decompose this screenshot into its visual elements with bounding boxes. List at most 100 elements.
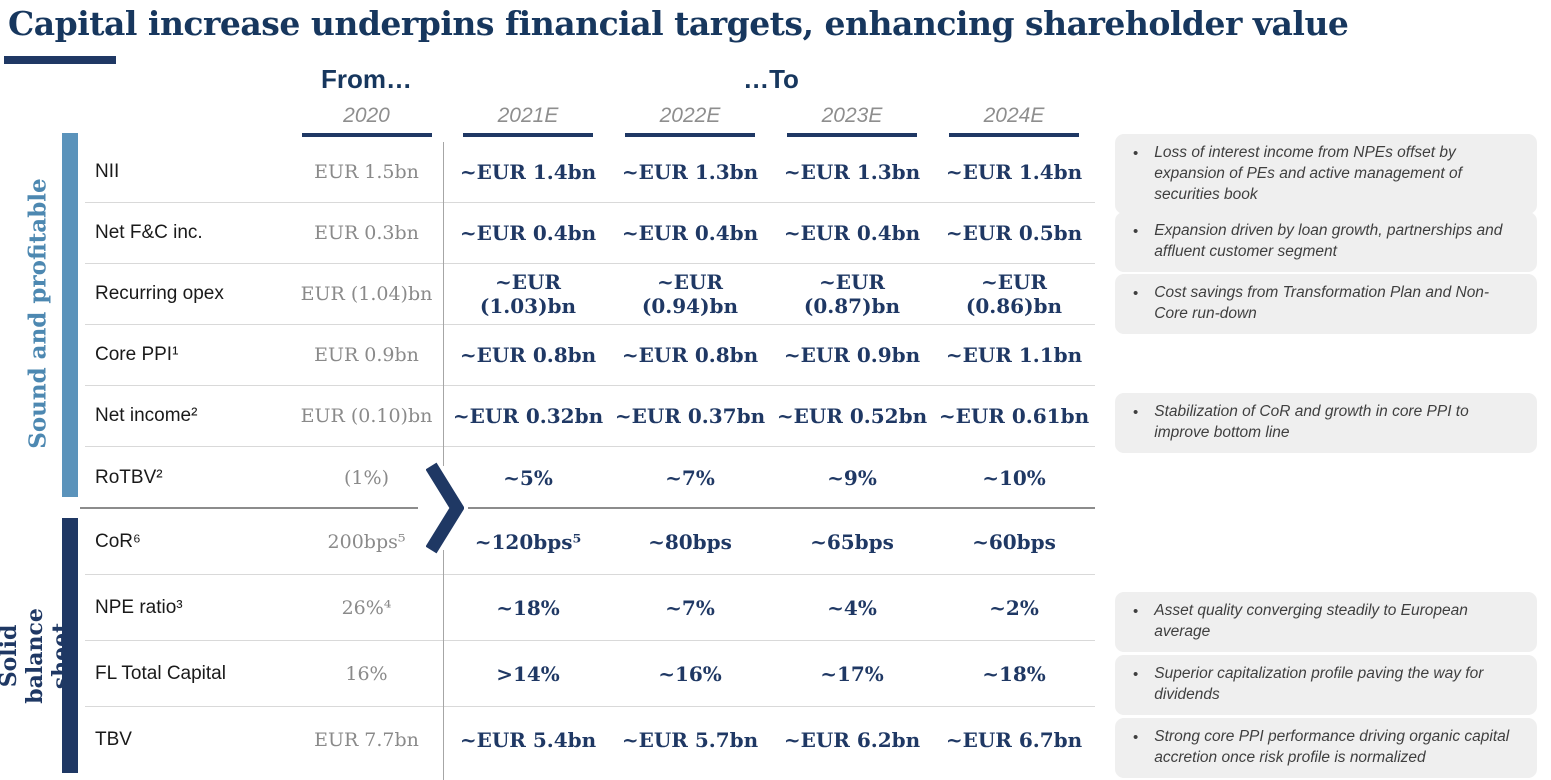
callout-box: • Strong core PPI performance driving org…	[1115, 718, 1537, 778]
callout-box: • Cost savings from Transformation Plan a…	[1115, 274, 1537, 334]
target-value: ~EUR 1.1bn	[945, 343, 1083, 367]
section-label-solid-balance: Solid balance sheet	[0, 608, 74, 704]
column-divider-line	[443, 550, 444, 780]
target-value: ~EUR 5.7bn	[621, 728, 759, 752]
target-value: ~2%	[989, 595, 1039, 620]
target-value: ~EUR 0.4bn	[621, 221, 759, 245]
to-column-group-label: …To	[743, 64, 799, 94]
from-value: EUR 0.9bn	[314, 344, 419, 366]
from-value: 16%	[345, 662, 388, 685]
target-value: ~EUR (0.94)bn	[641, 270, 739, 318]
target-value: ~EUR 6.2bn	[783, 728, 921, 752]
table-row: TBV EUR 7.7bn ~EUR 5.4bn ~EUR 5.7bn ~EUR 6.2…	[85, 707, 1095, 773]
row-label: TBV	[95, 729, 132, 750]
row-label: Net F&C inc.	[95, 222, 203, 243]
target-value: ~16%	[658, 661, 722, 686]
target-value: ~9%	[827, 465, 877, 490]
year-underline	[787, 133, 917, 137]
target-value: ~65bps	[810, 529, 894, 554]
target-value: ~7%	[665, 595, 715, 620]
target-value: ~18%	[496, 595, 560, 620]
page-title: Capital increase underpins financial tar…	[8, 4, 1349, 43]
from-value: 200bps⁵	[327, 530, 406, 553]
target-value: ~5%	[503, 465, 553, 490]
target-value: ~EUR 1.3bn	[621, 160, 759, 184]
from-value: EUR 0.3bn	[314, 222, 419, 244]
from-value: (1%)	[344, 466, 389, 489]
callout-text: Expansion driven by loan growth, partner…	[1154, 222, 1503, 260]
table-row: CoR⁶ 200bps⁵ ~120bps⁵ ~80bps ~65bps ~60bps	[85, 509, 1095, 575]
target-value: ~EUR 0.37bn	[614, 404, 766, 428]
table-row: Recurring opex EUR (1.04)bn ~EUR (1.03)bn ~…	[85, 264, 1095, 325]
from-value: EUR (0.10)bn	[300, 405, 433, 427]
row-label: NPE ratio³	[95, 596, 183, 618]
target-value: ~EUR (0.86)bn	[965, 270, 1063, 318]
year-underline	[463, 133, 593, 137]
metrics-table: NII EUR 1.5bn ~EUR 1.4bn ~EUR 1.3bn ~EUR 1.3…	[85, 142, 1095, 773]
target-value: ~EUR (0.87)bn	[803, 270, 901, 318]
target-value: ~EUR 0.5bn	[945, 221, 1083, 245]
row-label: NII	[95, 161, 120, 182]
section-divider-line	[468, 507, 1095, 509]
callout-box: • Expansion driven by loan growth, partne…	[1115, 212, 1537, 272]
year-underline	[625, 133, 755, 137]
table-row: Core PPI¹ EUR 0.9bn ~EUR 0.8bn ~EUR 0.8bn ~E…	[85, 325, 1095, 386]
callout-box: • Asset quality converging steadily to Eu…	[1115, 592, 1537, 652]
target-value: ~17%	[820, 661, 884, 686]
table-row: Net income² EUR (0.10)bn ~EUR 0.32bn ~EUR 0…	[85, 386, 1095, 447]
row-label: Core PPI¹	[95, 344, 179, 365]
callout-text: Asset quality converging steadily to Eur…	[1154, 602, 1468, 640]
callout-box: • Stabilization of CoR and growth in core…	[1115, 393, 1537, 453]
title-underline	[4, 56, 116, 64]
bullet-icon: •	[1133, 145, 1139, 162]
target-value: ~EUR 0.61bn	[938, 404, 1090, 428]
year-column-header: 2021E	[447, 104, 609, 137]
target-value: ~EUR 1.4bn	[459, 160, 597, 184]
from-column-group-label: From…	[321, 64, 412, 94]
column-divider-line	[443, 142, 444, 466]
year-column-header: 2022E	[609, 104, 771, 137]
target-value: ~7%	[665, 465, 715, 490]
target-value: ~EUR 5.4bn	[459, 728, 597, 752]
target-value: ~EUR 0.9bn	[783, 343, 921, 367]
table-row: RoTBV² (1%) ~5% ~7% ~9% ~10%	[85, 447, 1095, 508]
target-value: ~EUR 0.52bn	[776, 404, 928, 428]
row-label: Net income²	[95, 405, 198, 426]
year-label: 2022E	[659, 104, 721, 127]
year-header-row: 2020 2021E 2022E 2023E 2024E	[85, 104, 1095, 137]
year-column-header: 2020	[300, 104, 433, 137]
callout-text: Stabilization of CoR and growth in core …	[1154, 403, 1469, 441]
target-value: ~EUR 0.4bn	[783, 221, 921, 245]
year-column-header: 2024E	[933, 104, 1095, 137]
target-value: ~10%	[982, 465, 1046, 490]
table-section: CoR⁶ 200bps⁵ ~120bps⁵ ~80bps ~65bps ~60bps NPE…	[85, 509, 1095, 773]
target-value: ~EUR 1.4bn	[945, 160, 1083, 184]
year-column-header: 2023E	[771, 104, 933, 137]
target-value: ~EUR 0.32bn	[452, 404, 604, 428]
bullet-icon: •	[1133, 729, 1139, 746]
year-label: 2021E	[497, 104, 559, 127]
year-underline	[949, 133, 1079, 137]
target-value: ~EUR 0.4bn	[459, 221, 597, 245]
section-divider-line	[80, 507, 418, 509]
bullet-icon: •	[1133, 223, 1139, 240]
from-value: 26%⁴	[341, 596, 392, 619]
section-accent-bar-sound-profitable	[62, 133, 78, 497]
year-label: 2024E	[983, 104, 1045, 127]
chevron-right-icon	[426, 462, 464, 554]
bullet-icon: •	[1133, 404, 1139, 421]
target-value: ~EUR 1.3bn	[783, 160, 921, 184]
callout-text: Superior capitalization profile paving t…	[1154, 665, 1484, 703]
section-label-sound-profitable: Sound and profitable	[24, 178, 52, 449]
target-value: ~EUR (1.03)bn	[479, 270, 577, 318]
callout-text: Loss of interest income from NPEs offset…	[1154, 144, 1462, 203]
table-row: FL Total Capital 16% >14% ~16% ~17% ~18%	[85, 641, 1095, 707]
target-value: ~EUR 0.8bn	[459, 343, 597, 367]
target-value: ~80bps	[648, 529, 732, 554]
target-value: >14%	[496, 661, 560, 686]
bullet-icon: •	[1133, 666, 1139, 683]
year-header-spacer	[85, 104, 300, 137]
year-underline	[301, 133, 432, 137]
target-value: ~4%	[827, 595, 877, 620]
